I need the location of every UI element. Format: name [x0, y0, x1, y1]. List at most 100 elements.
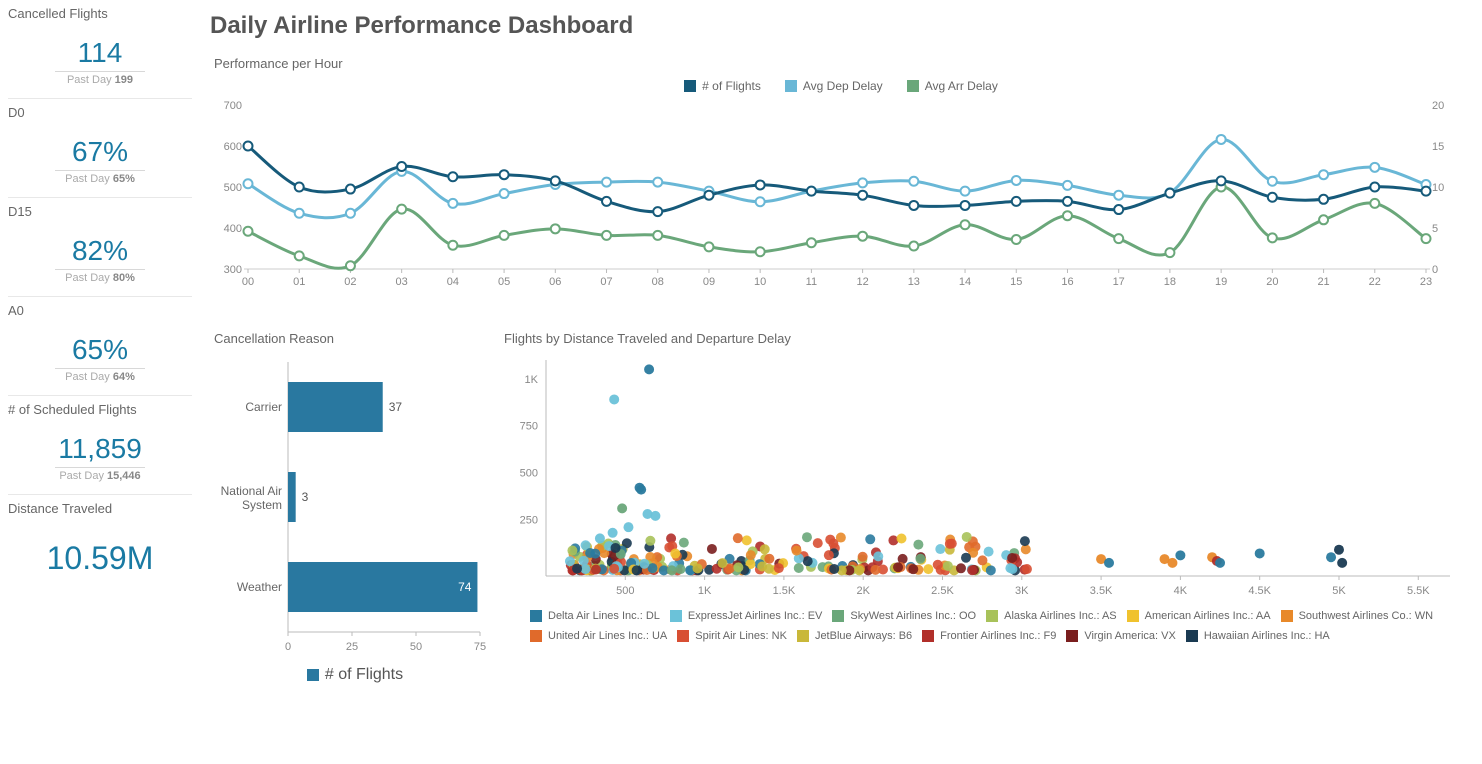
- kpi-subtext: Past Day 64%: [55, 368, 145, 383]
- svg-text:5: 5: [1432, 223, 1438, 235]
- kpi-value: 114: [8, 23, 192, 69]
- kpi-value: 82%: [8, 221, 192, 267]
- svg-text:14: 14: [959, 276, 971, 288]
- svg-text:Carrier: Carrier: [245, 400, 282, 414]
- svg-text:18: 18: [1164, 276, 1176, 288]
- svg-text:1K: 1K: [698, 585, 712, 597]
- svg-text:700: 700: [224, 100, 242, 112]
- legend-item[interactable]: American Airlines Inc.: AA: [1127, 608, 1271, 625]
- kpi-subtext: Past Day 80%: [55, 269, 145, 284]
- kpi-card[interactable]: # of Scheduled Flights11,859 Past Day 15,…: [8, 400, 192, 495]
- page-title: Daily Airline Performance Dashboard: [210, 4, 1472, 52]
- svg-text:74: 74: [458, 580, 472, 594]
- svg-text:04: 04: [447, 276, 459, 288]
- legend-item[interactable]: Virgin America: VX: [1066, 628, 1176, 645]
- kpi-value: 10.59M: [8, 518, 192, 577]
- svg-text:20: 20: [1432, 100, 1444, 112]
- svg-text:National Air: National Air: [221, 484, 282, 498]
- svg-text:00: 00: [242, 276, 254, 288]
- svg-text:10: 10: [1432, 182, 1444, 194]
- legend-item[interactable]: SkyWest Airlines Inc.: OO: [832, 608, 976, 625]
- legend-item[interactable]: Southwest Airlines Co.: WN: [1281, 608, 1434, 625]
- svg-text:01: 01: [293, 276, 305, 288]
- legend-item[interactable]: Spirit Air Lines: NK: [677, 628, 787, 645]
- kpi-title: A0: [8, 301, 192, 320]
- svg-text:13: 13: [908, 276, 920, 288]
- svg-text:37: 37: [389, 400, 403, 414]
- kpi-title: D0: [8, 103, 192, 122]
- svg-text:03: 03: [396, 276, 408, 288]
- kpi-card[interactable]: D067%Past Day 65%: [8, 103, 192, 198]
- legend-item[interactable]: # of Flights: [684, 79, 761, 93]
- svg-text:25: 25: [346, 641, 358, 653]
- scatter-chart-title: Flights by Distance Traveled and Departu…: [500, 327, 1472, 352]
- svg-text:10: 10: [754, 276, 766, 288]
- svg-text:3.5K: 3.5K: [1090, 585, 1113, 597]
- svg-text:0: 0: [285, 641, 291, 653]
- svg-text:500: 500: [520, 468, 538, 480]
- legend-item[interactable]: Alaska Airlines Inc.: AS: [986, 608, 1117, 625]
- svg-text:19: 19: [1215, 276, 1227, 288]
- svg-text:2K: 2K: [856, 585, 870, 597]
- svg-text:07: 07: [600, 276, 612, 288]
- legend-item[interactable]: JetBlue Airways: B6: [797, 628, 912, 645]
- kpi-sidebar: Cancelled Flights114Past Day 199D067%Pas…: [0, 0, 200, 764]
- svg-text:08: 08: [652, 276, 664, 288]
- cancel-legend: # of Flights: [210, 662, 500, 686]
- line-chart-title: Performance per Hour: [210, 52, 1472, 77]
- svg-text:3K: 3K: [1015, 585, 1029, 597]
- svg-text:06: 06: [549, 276, 561, 288]
- svg-text:11: 11: [806, 276, 817, 288]
- svg-text:02: 02: [344, 276, 356, 288]
- scatter-chart-section: Flights by Distance Traveled and Departu…: [500, 327, 1472, 686]
- kpi-title: D15: [8, 202, 192, 221]
- line-chart[interactable]: 3004005006007000510152000010203040506070…: [210, 99, 1460, 289]
- legend-item[interactable]: ExpressJet Airlines Inc.: EV: [670, 608, 823, 625]
- scatter-legend: Delta Air Lines Inc.: DL ExpressJet Airli…: [500, 602, 1472, 648]
- svg-text:Weather: Weather: [237, 580, 282, 594]
- svg-text:5.5K: 5.5K: [1407, 585, 1430, 597]
- kpi-title: Cancelled Flights: [8, 4, 192, 23]
- svg-text:05: 05: [498, 276, 510, 288]
- kpi-card[interactable]: D1582% Past Day 80%: [8, 202, 192, 297]
- svg-text:50: 50: [410, 641, 422, 653]
- cancel-legend-label: # of Flights: [325, 666, 403, 684]
- kpi-value: 65%: [8, 320, 192, 366]
- legend-item[interactable]: Frontier Airlines Inc.: F9: [922, 628, 1056, 645]
- svg-text:2.5K: 2.5K: [931, 585, 954, 597]
- kpi-value: 11,859: [8, 419, 192, 465]
- legend-item[interactable]: Hawaiian Airlines Inc.: HA: [1186, 628, 1330, 645]
- svg-text:21: 21: [1317, 276, 1329, 288]
- svg-text:3: 3: [302, 490, 309, 504]
- svg-text:750: 750: [520, 421, 538, 433]
- svg-text:15: 15: [1432, 141, 1444, 153]
- svg-text:4.5K: 4.5K: [1248, 585, 1271, 597]
- svg-text:300: 300: [224, 264, 242, 276]
- svg-text:600: 600: [224, 141, 242, 153]
- cancel-bar-chart[interactable]: 0 25 50 75 Carrier 37 National AirSystem 3 Weath…: [210, 352, 500, 662]
- legend-item[interactable]: Avg Arr Delay: [907, 79, 998, 93]
- cancel-chart-section: Cancellation Reason 0 25 50 75 Carrier 37 Nati…: [210, 327, 500, 686]
- svg-text:15: 15: [1010, 276, 1022, 288]
- legend-item[interactable]: United Air Lines Inc.: UA: [530, 628, 667, 645]
- main-panel: Daily Airline Performance Dashboard Perf…: [200, 0, 1482, 764]
- kpi-card[interactable]: Distance Traveled10.59M: [8, 499, 192, 589]
- svg-text:4K: 4K: [1174, 585, 1188, 597]
- svg-text:09: 09: [703, 276, 715, 288]
- cancel-chart-title: Cancellation Reason: [210, 327, 500, 352]
- svg-text:1K: 1K: [525, 374, 539, 386]
- svg-text:75: 75: [474, 641, 486, 653]
- legend-item[interactable]: Avg Dep Delay: [785, 79, 883, 93]
- kpi-card[interactable]: Cancelled Flights114Past Day 199: [8, 4, 192, 99]
- legend-item[interactable]: Delta Air Lines Inc.: DL: [530, 608, 660, 625]
- scatter-chart[interactable]: 2505007501K5001K1.5K2K2.5K3K3.5K4K4.5K5K…: [500, 352, 1460, 602]
- svg-text:22: 22: [1369, 276, 1381, 288]
- svg-text:23: 23: [1420, 276, 1432, 288]
- kpi-subtext: Past Day 15,446: [55, 467, 145, 482]
- kpi-title: # of Scheduled Flights: [8, 400, 192, 419]
- svg-text:System: System: [242, 498, 282, 512]
- kpi-card[interactable]: A065% Past Day 64%: [8, 301, 192, 396]
- svg-text:500: 500: [616, 585, 634, 597]
- svg-text:5K: 5K: [1332, 585, 1346, 597]
- svg-text:1.5K: 1.5K: [773, 585, 796, 597]
